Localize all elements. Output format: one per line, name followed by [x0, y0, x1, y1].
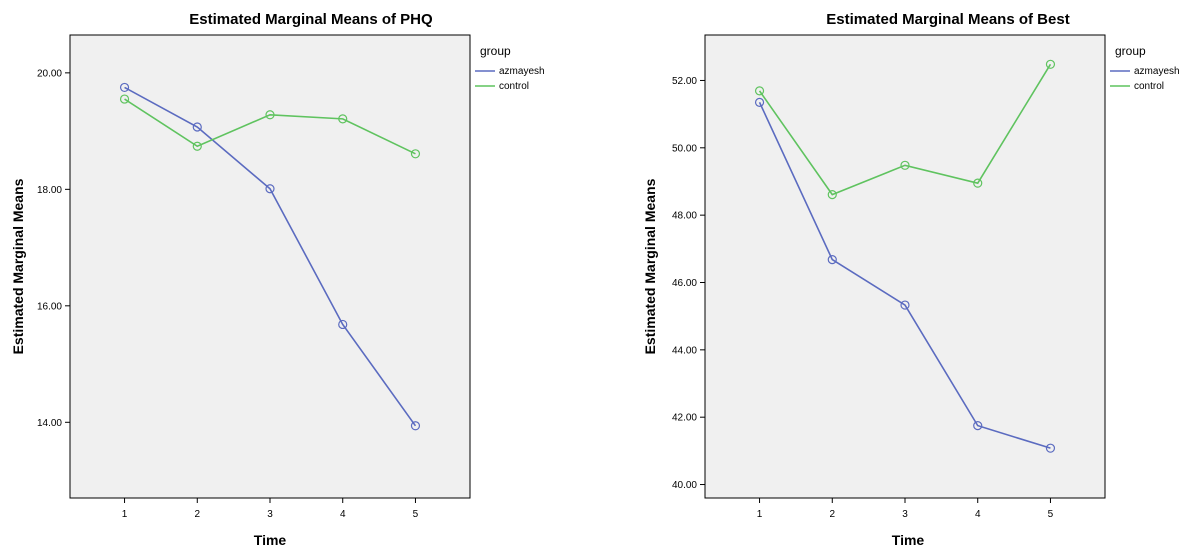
y-tick-label: 14.00	[37, 418, 62, 429]
series-line-azmayesh	[758, 102, 1051, 449]
data-point-azmayesh	[265, 184, 275, 194]
x-tick-label: 1	[122, 509, 128, 520]
legend-label-control: control	[1134, 81, 1164, 92]
chart-title: Estimated Marginal Means of PHQ	[189, 11, 433, 28]
data-point-control	[1045, 59, 1056, 69]
y-axis-label: Estimated Marginal Means	[642, 178, 658, 354]
y-tick-label: 46.00	[672, 278, 697, 289]
data-point-control	[410, 149, 421, 159]
plot-area	[69, 34, 471, 499]
series-azmayesh	[754, 97, 1056, 453]
data-point-control	[119, 94, 130, 104]
y-tick-label: 40.00	[672, 480, 697, 491]
x-tick-label: 2	[194, 509, 200, 520]
data-point-azmayesh	[192, 122, 202, 132]
x-tick-label: 3	[902, 509, 908, 520]
plot-area	[704, 34, 1106, 499]
x-tick-label: 2	[829, 509, 835, 520]
data-point-azmayesh	[119, 82, 130, 93]
legend: group azmayesh control	[1110, 44, 1180, 92]
data-point-azmayesh	[1045, 443, 1056, 453]
data-point-azmayesh	[973, 421, 983, 431]
data-point-azmayesh	[338, 319, 348, 330]
series-control	[119, 94, 421, 159]
y-tick-label: 50.00	[672, 143, 697, 154]
series-line-azmayesh	[124, 86, 417, 427]
y-tick-label: 20.00	[37, 68, 62, 79]
legend-label-azmayesh: azmayesh	[499, 66, 545, 77]
x-tick-label: 1	[757, 509, 763, 520]
x-tick-label: 4	[340, 509, 346, 520]
y-tick-label: 44.00	[672, 345, 697, 356]
legend-title: group	[480, 44, 511, 58]
y-tick-label: 16.00	[37, 301, 62, 312]
data-point-control	[192, 141, 202, 151]
data-point-azmayesh	[827, 254, 837, 265]
data-point-control	[827, 190, 837, 200]
series-control	[754, 59, 1056, 200]
chart-2: Estimated Marginal Means of Best Time Esti…	[642, 11, 1180, 548]
y-tick-label: 42.00	[672, 413, 697, 424]
y-tick-label: 48.00	[672, 211, 697, 222]
data-point-control	[900, 160, 910, 170]
data-point-azmayesh	[410, 421, 421, 431]
x-axis-label: Time	[892, 532, 925, 548]
x-tick-label: 5	[1048, 509, 1054, 520]
x-tick-label: 5	[413, 509, 419, 520]
x-axis-label: Time	[254, 532, 287, 548]
x-tick-label: 3	[267, 509, 273, 520]
data-point-control	[973, 178, 983, 188]
x-tick-label: 4	[975, 509, 981, 520]
legend-title: group	[1115, 44, 1146, 58]
chart-1: Estimated Marginal Means of PHQ Time Estim…	[10, 11, 545, 548]
y-axis-label: Estimated Marginal Means	[10, 178, 26, 354]
data-point-control	[754, 86, 765, 96]
legend-label-azmayesh: azmayesh	[1134, 66, 1180, 77]
series-line-control	[758, 63, 1052, 196]
data-point-control	[265, 110, 275, 120]
legend: group azmayesh control	[475, 44, 545, 92]
y-tick-label: 18.00	[37, 185, 62, 196]
chart-title: Estimated Marginal Means of Best	[826, 11, 1069, 28]
y-tick-label: 52.00	[672, 76, 697, 87]
series-azmayesh	[119, 82, 421, 431]
data-point-azmayesh	[900, 300, 910, 310]
series-line-control	[124, 98, 416, 155]
data-point-azmayesh	[754, 97, 765, 107]
legend-label-control: control	[499, 81, 529, 92]
data-point-control	[338, 114, 348, 124]
